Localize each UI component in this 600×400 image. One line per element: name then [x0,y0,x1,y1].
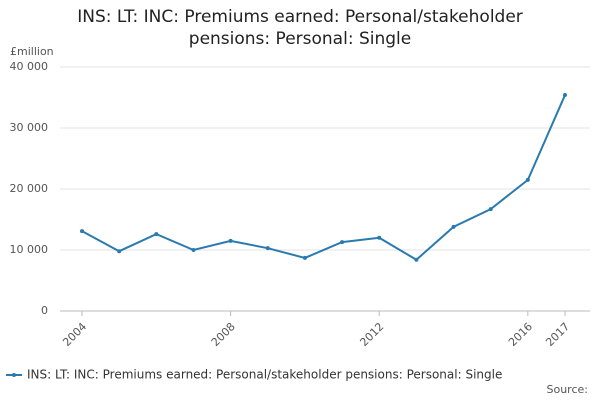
y-tick-label: 10 000 [10,243,49,256]
legend-label: INS: LT: INC: Premiums earned: Personal/… [27,368,502,382]
point [377,235,382,240]
point [488,207,493,212]
point [451,224,456,229]
point [228,238,233,243]
y-tick-label: 20 000 [10,182,49,195]
point [340,240,345,245]
chart-title: INS: LT: INC: Premiums earned: Personal/… [77,7,523,49]
point [525,177,530,182]
x-tick-label: 2008 [209,320,238,349]
x-tick-label: 2012 [357,320,386,349]
legend-marker [12,373,16,377]
point [117,249,122,254]
x-tick-label: 2004 [60,320,89,349]
point [154,232,159,237]
y-tick-label: 0 [41,304,48,317]
point [191,248,196,252]
x-tick-label: 2017 [543,320,572,349]
point [265,246,270,251]
y-axis-label: £million [10,45,54,58]
point [80,229,84,234]
y-tick-label: 40 000 [10,60,49,73]
source: Source: [547,383,589,396]
x-tick-label: 2016 [506,320,535,349]
point [563,93,567,98]
point [302,255,307,260]
point [414,257,419,262]
series-line [81,94,566,261]
y-tick-label: 30 000 [10,121,49,134]
